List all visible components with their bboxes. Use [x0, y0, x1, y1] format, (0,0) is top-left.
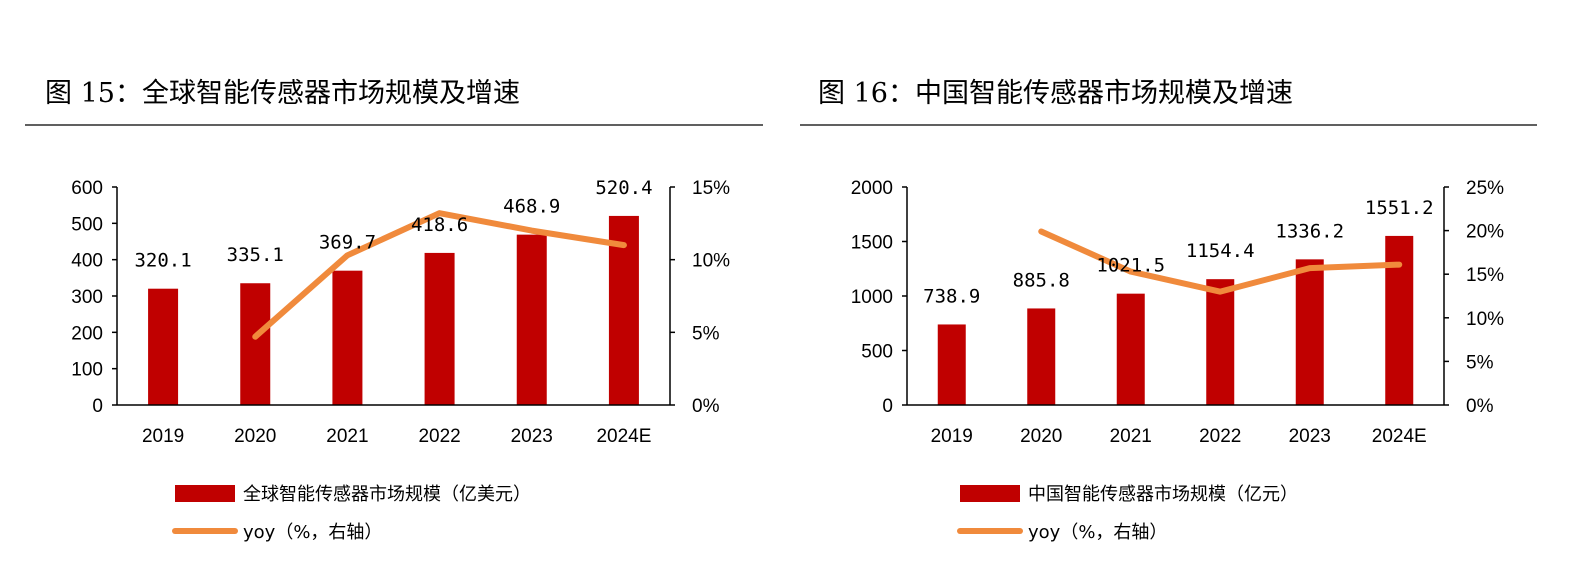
y-tick-label: 1000	[851, 287, 893, 308]
y2-tick-label: 10%	[692, 251, 730, 272]
y-tick-label: 0	[92, 396, 103, 417]
bar	[1116, 293, 1145, 405]
bar	[1295, 259, 1324, 405]
y2-tick-label: 0%	[1466, 396, 1494, 417]
bar	[1385, 235, 1414, 405]
y-tick-label: 600	[71, 178, 103, 199]
y-tick-label: 0	[882, 396, 893, 417]
y2-tick-label: 20%	[1466, 222, 1504, 243]
y2-tick-label: 0%	[692, 396, 720, 417]
legend-line-label: yoy（%，右轴）	[243, 522, 382, 543]
bar	[1206, 279, 1235, 405]
bar	[516, 234, 547, 405]
y-tick-label: 1500	[851, 233, 893, 254]
data-label: 468.9	[503, 196, 560, 218]
data-label: 320.1	[134, 250, 191, 272]
x-tick-label: 2019	[931, 426, 973, 447]
data-label: 369.7	[319, 232, 376, 254]
data-label: 885.8	[1013, 269, 1070, 291]
y2-tick-label: 15%	[1466, 265, 1504, 286]
x-tick-label: 2024E	[1372, 426, 1427, 447]
y2-tick-label: 25%	[1466, 178, 1504, 199]
y2-tick-label: 10%	[1466, 309, 1504, 330]
data-label: 738.9	[923, 285, 980, 307]
x-tick-label: 2020	[234, 426, 276, 447]
data-label: 418.6	[411, 214, 468, 236]
y2-tick-label: 15%	[692, 178, 730, 199]
x-tick-label: 2024E	[596, 426, 651, 447]
bar	[148, 288, 179, 405]
x-tick-label: 2023	[1289, 426, 1331, 447]
y-tick-label: 100	[71, 360, 103, 381]
chart-title: 图 15：全球智能传感器市场规模及增速	[45, 78, 520, 109]
data-label: 1336.2	[1275, 220, 1344, 242]
bar	[424, 252, 455, 405]
y-tick-label: 400	[71, 251, 103, 272]
data-label: 1154.4	[1186, 240, 1255, 262]
x-tick-label: 2021	[326, 426, 368, 447]
legend-bar-label: 中国智能传感器市场规模（亿元）	[1028, 484, 1298, 505]
y2-tick-label: 5%	[1466, 352, 1494, 373]
legend-bar-label: 全球智能传感器市场规模（亿美元）	[243, 484, 531, 505]
data-label: 1551.2	[1365, 197, 1434, 219]
y-tick-label: 500	[71, 214, 103, 235]
y-tick-label: 500	[861, 342, 893, 363]
legend-bar-swatch	[960, 485, 1020, 502]
bar	[937, 324, 966, 405]
y-tick-label: 2000	[851, 178, 893, 199]
y-tick-label: 200	[71, 323, 103, 344]
y-tick-label: 300	[71, 287, 103, 308]
y2-tick-label: 5%	[692, 323, 720, 344]
legend-bar-swatch	[175, 485, 235, 502]
data-label: 1021.5	[1096, 255, 1165, 277]
x-tick-label: 2019	[142, 426, 184, 447]
bar	[332, 270, 363, 405]
data-label: 520.4	[595, 177, 652, 199]
x-tick-label: 2020	[1020, 426, 1062, 447]
bar	[1027, 308, 1056, 405]
legend-line-label: yoy（%，右轴）	[1028, 522, 1167, 543]
yoy-line	[252, 210, 627, 340]
bar	[240, 283, 271, 405]
x-tick-label: 2022	[1199, 426, 1241, 447]
chart-title: 图 16：中国智能传感器市场规模及增速	[818, 78, 1293, 109]
data-label: 335.1	[227, 244, 284, 266]
x-tick-label: 2021	[1110, 426, 1152, 447]
x-tick-label: 2022	[418, 426, 460, 447]
x-tick-label: 2023	[511, 426, 553, 447]
yoy-line	[1038, 228, 1403, 295]
